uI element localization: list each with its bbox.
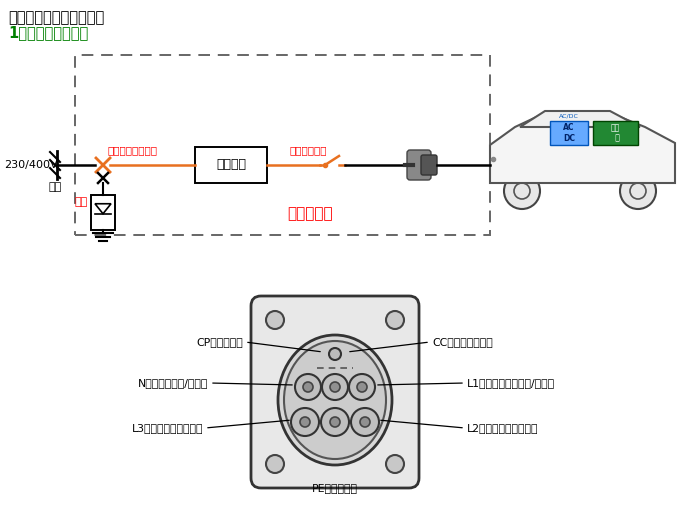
Text: N；中线（三相/单相）: N；中线（三相/单相） <box>138 378 208 388</box>
Text: CP；控制导引: CP；控制导引 <box>196 337 243 347</box>
Circle shape <box>291 408 319 436</box>
Circle shape <box>349 374 375 400</box>
Circle shape <box>321 408 349 436</box>
Polygon shape <box>520 111 640 127</box>
Bar <box>91 195 115 230</box>
Circle shape <box>357 382 367 392</box>
Circle shape <box>330 417 340 427</box>
Polygon shape <box>490 113 675 183</box>
Text: AC/DC: AC/DC <box>559 113 579 118</box>
Text: 蓄电
  池: 蓄电 池 <box>610 123 620 143</box>
Circle shape <box>330 382 340 392</box>
Ellipse shape <box>278 335 392 465</box>
Text: 浪涌: 浪涌 <box>75 197 88 207</box>
Text: L1；交流电源（三相/单相）: L1；交流电源（三相/单相） <box>467 378 555 388</box>
Text: PE；保护接地: PE；保护接地 <box>312 483 358 493</box>
Ellipse shape <box>284 341 386 459</box>
Circle shape <box>266 455 284 473</box>
Bar <box>550 121 588 145</box>
Text: 互联网版智能交流桩系列: 互联网版智能交流桩系列 <box>8 10 104 25</box>
Circle shape <box>360 417 370 427</box>
Text: 1、交流充电桩原理: 1、交流充电桩原理 <box>8 25 88 40</box>
Text: 交流主接触器: 交流主接触器 <box>290 145 327 155</box>
Text: CC；充电连接确认: CC；充电连接确认 <box>432 337 493 347</box>
Circle shape <box>300 417 310 427</box>
Circle shape <box>295 374 321 400</box>
Circle shape <box>504 173 540 209</box>
Circle shape <box>303 382 313 392</box>
Text: AC
DC: AC DC <box>563 123 575 143</box>
Circle shape <box>620 173 656 209</box>
FancyBboxPatch shape <box>421 155 437 175</box>
Text: 电网: 电网 <box>49 182 62 192</box>
Bar <box>195 147 267 183</box>
Text: 交流充电桩: 交流充电桩 <box>287 206 333 221</box>
Bar <box>593 121 638 145</box>
Circle shape <box>329 348 341 360</box>
Circle shape <box>386 311 404 329</box>
Text: L3；交流电源（三相）: L3；交流电源（三相） <box>131 423 203 433</box>
Circle shape <box>386 455 404 473</box>
Circle shape <box>266 311 284 329</box>
Text: 交流主漏电断路器: 交流主漏电断路器 <box>107 145 157 155</box>
FancyBboxPatch shape <box>251 296 419 488</box>
Text: 交流模块: 交流模块 <box>216 159 246 172</box>
Circle shape <box>351 408 379 436</box>
Circle shape <box>322 374 348 400</box>
Text: 230/400V: 230/400V <box>4 160 58 170</box>
Text: L2；交流电源（三相）: L2；交流电源（三相） <box>467 423 539 433</box>
FancyBboxPatch shape <box>407 150 431 180</box>
